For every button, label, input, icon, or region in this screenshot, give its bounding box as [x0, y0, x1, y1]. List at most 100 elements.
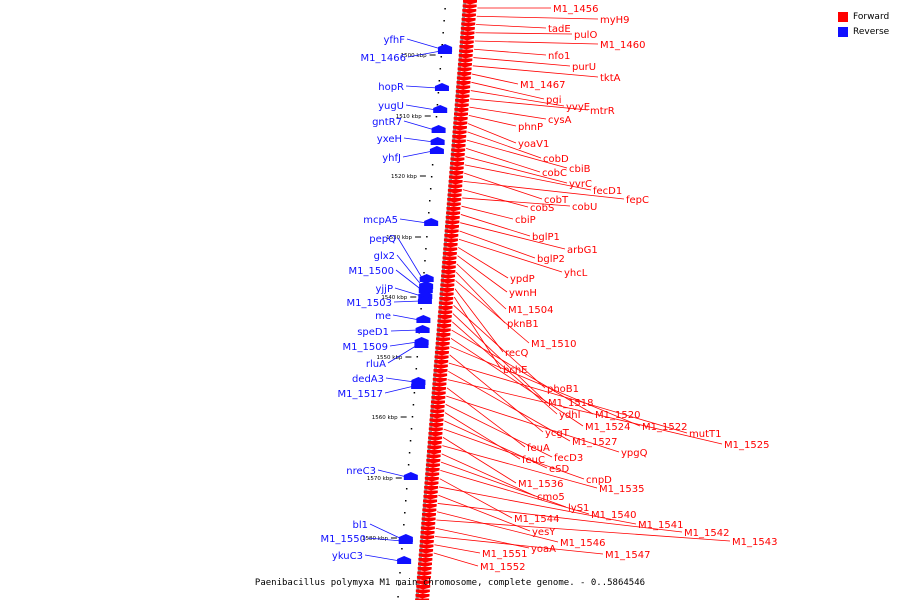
forward-gene-glyph: [450, 153, 465, 158]
reverse-gene-label: M1_1550: [321, 534, 366, 545]
gene-connector: [395, 269, 423, 291]
forward-gene-glyph: [444, 229, 459, 234]
reverse-gene-label: M1_1517: [338, 389, 383, 400]
reverse-gene-glyph: [398, 536, 413, 544]
gene-connector: [403, 120, 435, 131]
gene-connector: [397, 237, 424, 280]
gene-connector: [393, 300, 421, 303]
gene-connector: [399, 218, 428, 224]
forward-gene-glyph: [427, 445, 442, 450]
forward-gene-glyph: [416, 580, 431, 585]
reverse-gene-glyph: [429, 146, 444, 154]
forward-gene-label: M1_1456: [553, 4, 598, 15]
forward-gene-glyph: [455, 94, 470, 99]
gene-connector: [436, 519, 731, 542]
forward-gene-label: M1_1543: [732, 537, 777, 548]
forward-gene-glyph: [456, 85, 471, 90]
forward-gene-glyph: [448, 180, 463, 185]
forward-gene-glyph: [429, 423, 444, 428]
minor-tick: [398, 584, 400, 586]
reverse-gene-label: me: [375, 311, 391, 322]
gene-connector: [462, 197, 571, 207]
gene-connector: [450, 337, 584, 427]
forward-gene-glyph: [426, 459, 441, 464]
reverse-gene-label: yugU: [378, 101, 404, 112]
forward-gene-glyph: [432, 378, 447, 383]
forward-gene-label: recQ: [505, 348, 529, 359]
forward-gene-glyph: [430, 409, 445, 414]
forward-gene-glyph: [452, 135, 467, 140]
forward-gene-glyph: [435, 346, 450, 351]
gene-connector: [407, 50, 441, 58]
forward-gene-label: M1_1541: [638, 520, 683, 531]
forward-gene-label: eSD: [549, 464, 570, 475]
forward-gene-glyph: [418, 558, 433, 563]
scale-tick-label: 1510 kbp: [396, 114, 422, 120]
forward-gene-glyph: [438, 306, 453, 311]
gene-connector: [460, 214, 531, 237]
forward-gene-glyph: [462, 4, 477, 9]
gene-connector: [377, 469, 407, 478]
gene-connector: [451, 329, 594, 415]
forward-gene-glyph: [437, 319, 452, 324]
forward-gene-glyph: [422, 508, 437, 513]
reverse-gene-label: yxeH: [377, 134, 402, 145]
gene-connector: [449, 354, 544, 433]
forward-gene-glyph: [437, 315, 452, 320]
gene-connector: [390, 329, 419, 332]
forward-gene-label: ywnH: [509, 288, 537, 299]
gene-connector: [447, 379, 723, 445]
forward-gene-glyph: [442, 252, 457, 257]
gene-connector: [476, 24, 547, 29]
gene-connector: [450, 346, 641, 427]
forward-gene-glyph: [423, 499, 438, 504]
forward-gene-label: nfo1: [548, 51, 570, 62]
forward-gene-glyph: [460, 27, 475, 32]
gene-connector: [405, 85, 438, 89]
gene-connector: [443, 428, 585, 480]
minor-tick: [407, 464, 410, 466]
reverse-gene-label: ykuC3: [332, 551, 363, 562]
forward-gene-glyph: [454, 108, 469, 113]
gene-connector: [367, 537, 402, 542]
gene-connector: [476, 15, 599, 20]
forward-gene-glyph: [452, 126, 467, 131]
minor-tick: [431, 164, 434, 166]
forward-gene-glyph: [421, 522, 436, 527]
forward-gene-glyph: [433, 369, 448, 374]
gene-connector: [433, 552, 479, 567]
gene-connector: [440, 470, 590, 515]
forward-gene-glyph: [427, 450, 441, 455]
reverse-gene-glyph: [431, 125, 446, 133]
forward-gene-glyph: [459, 40, 474, 45]
gene-connector: [455, 280, 530, 344]
gene-connector: [465, 156, 568, 184]
minor-tick: [425, 248, 427, 250]
gene-connector: [445, 404, 553, 458]
minor-tick: [439, 68, 442, 70]
forward-gene-glyph: [461, 13, 476, 18]
forward-gene-glyph: [422, 504, 437, 509]
forward-gene-glyph: [421, 513, 436, 518]
gene-connector: [441, 453, 536, 497]
forward-gene-glyph: [434, 360, 449, 365]
forward-gene-glyph: [457, 67, 472, 72]
gene-connector: [387, 344, 418, 364]
forward-gene-glyph: [446, 207, 461, 212]
forward-gene-label: pknB1: [507, 319, 539, 330]
minor-tick: [435, 116, 438, 118]
forward-gene-label: ydhI: [559, 410, 581, 421]
gene-connector: [463, 181, 625, 200]
forward-gene-glyph: [449, 166, 464, 171]
forward-gene-label: bglP1: [532, 232, 560, 243]
forward-gene-glyph: [439, 288, 454, 293]
minor-tick: [423, 272, 425, 274]
forward-gene-glyph: [434, 355, 449, 360]
forward-gene-label: fecD3: [554, 453, 583, 464]
forward-gene-label: cobC: [542, 168, 567, 179]
minor-tick: [429, 200, 431, 202]
forward-gene-label: M1_1544: [514, 514, 559, 525]
forward-gene-label: phoB1: [547, 384, 579, 395]
scale-tick-label: 1520 kbp: [391, 174, 417, 180]
forward-gene-glyph: [463, 0, 477, 5]
